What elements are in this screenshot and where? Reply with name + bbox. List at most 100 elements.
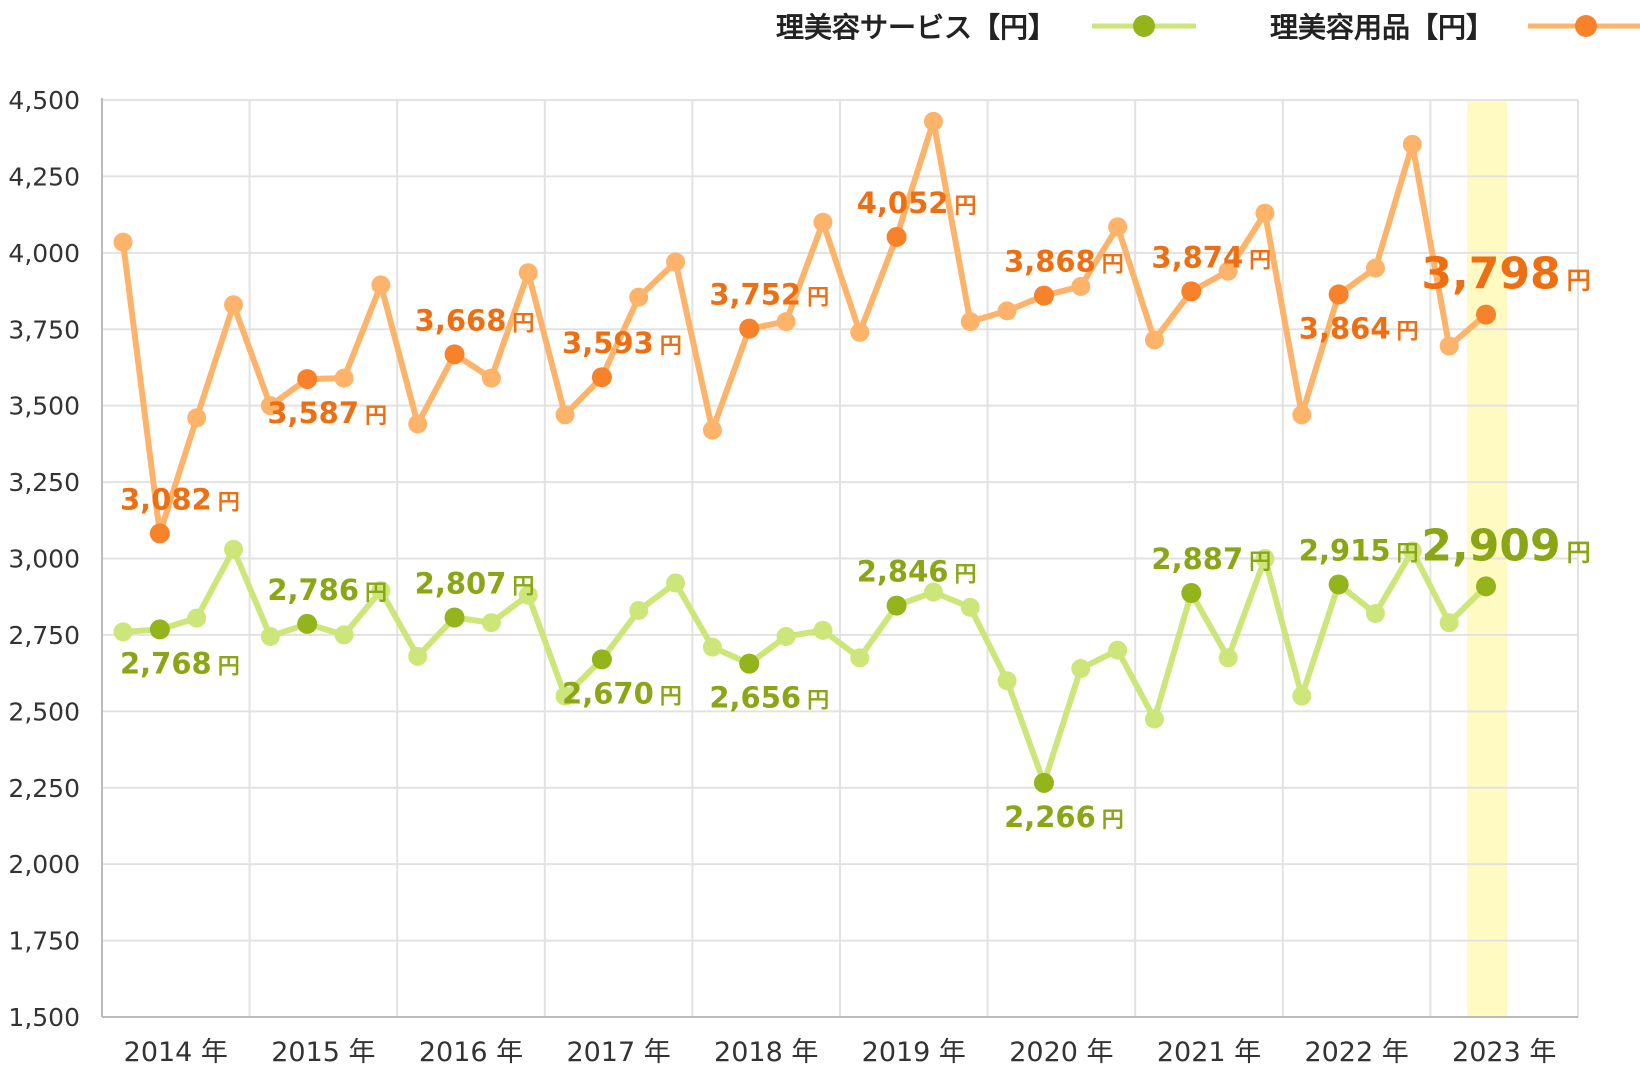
series-line <box>120 118 1488 537</box>
data-label-unit: 円 <box>660 684 682 709</box>
data-label-unit: 円 <box>365 404 387 429</box>
data-point <box>334 368 354 388</box>
data-label-value: 3,593 <box>562 326 654 360</box>
data-label-value: 2,656 <box>709 681 801 715</box>
data-point <box>702 637 722 657</box>
data-point <box>923 582 943 602</box>
data-point <box>1476 576 1496 597</box>
data-label: 3,874 円 <box>1151 240 1271 274</box>
data-point <box>886 595 907 616</box>
data-point <box>224 539 244 559</box>
data-label-unit: 円 <box>512 311 534 336</box>
y-tick-label: 1,500 <box>8 1003 80 1032</box>
data-point <box>850 648 870 668</box>
y-tick-label: 3,250 <box>8 468 80 497</box>
data-point <box>444 344 465 365</box>
data-label-unit: 円 <box>660 334 682 359</box>
y-tick-label: 4,000 <box>8 239 80 268</box>
data-point <box>1181 583 1202 604</box>
data-label: 2,846 円 <box>857 555 977 589</box>
data-point <box>518 585 538 605</box>
data-point <box>1328 574 1349 595</box>
data-label-unit: 円 <box>1102 253 1124 278</box>
data-point <box>1108 217 1128 237</box>
data-point <box>149 619 170 640</box>
series-layer <box>113 111 1496 793</box>
data-point <box>923 111 943 131</box>
data-point <box>444 607 465 628</box>
data-point <box>149 523 170 544</box>
data-point <box>1439 336 1459 356</box>
x-tick-label: 2019 年 <box>862 1037 966 1068</box>
data-label: 3,082 円 <box>120 482 240 516</box>
data-label: 3,587 円 <box>267 396 387 430</box>
legend-item-service: 理美容サービス【円】 <box>776 11 1196 44</box>
grid <box>101 99 1579 1018</box>
data-point <box>518 263 538 283</box>
data-point <box>408 646 428 666</box>
data-point <box>1033 285 1054 306</box>
data-point <box>997 671 1017 691</box>
data-label-value: 3,798 <box>1421 249 1560 300</box>
data-label-value: 2,846 <box>857 555 949 589</box>
data-label: 3,868 円 <box>1004 245 1124 279</box>
data-point <box>1218 648 1238 668</box>
data-label-unit: 円 <box>218 490 240 515</box>
data-point <box>886 226 907 247</box>
data-point <box>1365 258 1385 278</box>
data-point <box>260 396 280 416</box>
data-point <box>1218 261 1238 281</box>
data-point <box>666 252 686 272</box>
series-line <box>122 546 1489 786</box>
data-label-unit: 円 <box>1249 550 1271 575</box>
data-label-unit: 円 <box>1567 538 1591 566</box>
data-point <box>113 622 133 642</box>
x-tick-label: 2021 年 <box>1157 1037 1261 1068</box>
data-label: 2,670 円 <box>562 676 682 710</box>
data-point <box>371 275 391 295</box>
data-label-unit: 円 <box>1397 541 1419 566</box>
axes: 1,500 1,750 2,000 2,250 2,500 2,750 3,000 3,250… <box>8 86 1578 1068</box>
y-tick-label: 2,500 <box>8 697 80 726</box>
data-point <box>702 420 722 440</box>
data-point <box>1108 640 1128 660</box>
data-point <box>1476 304 1496 325</box>
data-point <box>591 649 612 670</box>
y-tick-label: 4,250 <box>8 162 80 191</box>
data-point <box>739 653 760 674</box>
legend-item-goods: 理美容用品【円】 <box>1270 11 1640 44</box>
x-tick-label: 2015 年 <box>271 1037 375 1068</box>
x-tick-label: 2023 年 <box>1452 1037 1556 1068</box>
y-tick-label: 4,500 <box>8 86 80 115</box>
y-tick-label: 2,250 <box>8 774 80 803</box>
legend-goods-marker <box>1575 15 1597 37</box>
data-point <box>1181 281 1202 302</box>
data-point <box>187 408 207 428</box>
legend-goods-label: 理美容用品【円】 <box>1270 11 1494 44</box>
data-label: 2,266 円 <box>1004 800 1124 834</box>
data-point <box>813 620 833 640</box>
data-point <box>776 312 796 332</box>
data-point <box>850 322 870 342</box>
data-label: 2,807 円 <box>415 566 535 600</box>
legend-service-marker <box>1133 15 1155 37</box>
data-label: 4,052 円 <box>857 186 977 220</box>
y-tick-label: 1,750 <box>8 927 80 956</box>
data-point <box>113 232 133 252</box>
data-label-value: 3,868 <box>1004 245 1096 279</box>
data-labels: 2,768 円2,786 円 2,807 円2,670 円 2,656 円2,846 円2,26… <box>120 186 1591 834</box>
data-label-unit: 円 <box>1567 267 1591 295</box>
data-point <box>1292 405 1312 425</box>
data-point <box>1071 659 1091 679</box>
data-label: 3,864 円 <box>1299 311 1419 345</box>
data-point <box>224 295 244 315</box>
data-point <box>1439 613 1459 633</box>
data-label-value: 3,874 <box>1151 240 1243 274</box>
data-label-value: 2,768 <box>120 646 212 680</box>
data-label-value: 3,668 <box>415 303 507 337</box>
data-label-value: 2,807 <box>415 566 507 600</box>
data-point <box>629 287 649 307</box>
y-tick-label: 3,000 <box>8 545 80 574</box>
data-point <box>297 613 318 634</box>
data-label-value: 2,915 <box>1299 533 1391 567</box>
